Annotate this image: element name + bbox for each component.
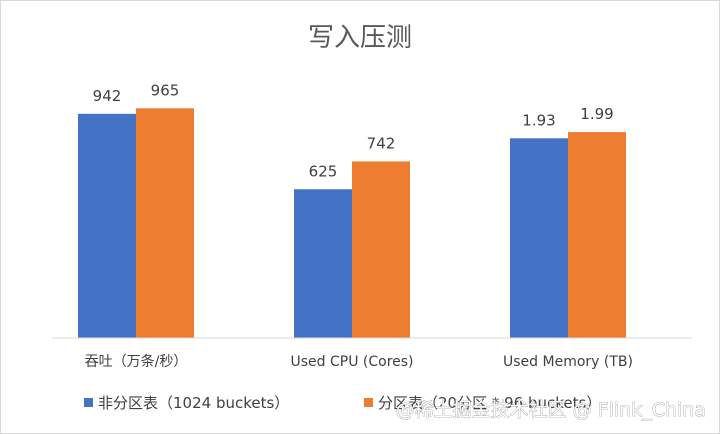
legend-swatch-2 [364, 398, 373, 407]
bar-2-3 [568, 132, 626, 338]
bar-1-1 [78, 113, 136, 338]
category-label-3: Used Memory (TB) [503, 354, 633, 370]
data-label-1-2: 625 [309, 162, 338, 180]
data-label-2-3: 1.99 [580, 105, 613, 123]
bar-1-2 [294, 189, 352, 338]
data-label-2-2: 742 [367, 134, 396, 152]
bar-2-2 [352, 161, 410, 338]
legend-swatch-1 [84, 398, 93, 407]
legend-label-2: 分区表（20分区 * 96 buckets） [378, 394, 601, 412]
data-label-2-1: 965 [151, 81, 180, 99]
data-label-1-3: 1.93 [522, 111, 555, 129]
category-label-2: Used CPU (Cores) [290, 354, 413, 370]
watermark: @稀土掘金技术社区 @ Flink_China [396, 399, 706, 421]
chart-title: 写入压测 [308, 23, 412, 53]
legend-label-1: 非分区表（1024 buckets） [98, 394, 289, 412]
data-label-1-1: 942 [93, 87, 122, 105]
bar-2-1 [136, 108, 194, 338]
bar-1-3 [510, 138, 568, 338]
category-label-1: 吞吐（万条/秒） [85, 353, 188, 370]
